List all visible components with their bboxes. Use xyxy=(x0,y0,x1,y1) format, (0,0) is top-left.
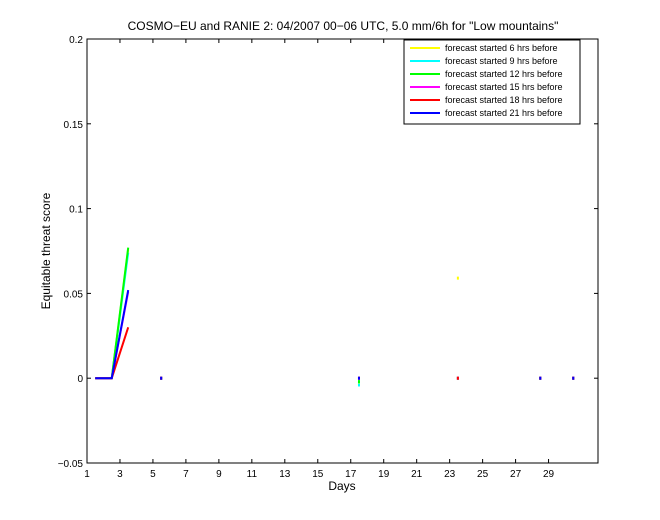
x-tick-label: 7 xyxy=(183,469,189,480)
legend-label: forecast started 6 hrs before xyxy=(445,43,558,53)
y-tick-label: 0 xyxy=(77,374,83,385)
legend-label: forecast started 18 hrs before xyxy=(445,95,563,105)
chart-title: COSMO−EU and RANIE 2: 04/2007 00−06 UTC,… xyxy=(128,19,559,33)
y-tick-label: 0.2 xyxy=(69,35,83,46)
x-tick-label: 9 xyxy=(216,469,222,480)
legend-label: forecast started 15 hrs before xyxy=(445,82,563,92)
x-tick-label: 27 xyxy=(510,469,522,480)
x-tick-label: 29 xyxy=(543,469,555,480)
legend: forecast started 6 hrs before forecast st… xyxy=(403,39,581,125)
series-line xyxy=(95,289,130,380)
y-tick-label: 0.05 xyxy=(64,289,84,300)
y-axis-ticks: −0.05 0 0.05 0.1 0.15 0.2 xyxy=(58,35,598,470)
x-tick-label: 3 xyxy=(117,469,123,480)
x-tick-label: 15 xyxy=(312,469,324,480)
y-axis-label: Equitable threat score xyxy=(39,192,53,309)
x-tick-label: 23 xyxy=(444,469,456,480)
legend-label: forecast started 9 hrs before xyxy=(445,56,558,66)
y-tick-label: 0.15 xyxy=(64,120,84,131)
legend-label: forecast started 21 hrs before xyxy=(445,108,563,118)
x-tick-label: 13 xyxy=(279,469,291,480)
legend-box xyxy=(403,39,581,125)
x-axis-ticks: 1 3 5 7 9 11 13 15 17 19 21 23 25 27 29 xyxy=(84,39,555,480)
x-tick-label: 17 xyxy=(345,469,357,480)
x-tick-label: 11 xyxy=(247,469,258,480)
x-tick-label: 21 xyxy=(411,469,423,480)
y-tick-label: 0.1 xyxy=(69,205,83,216)
x-tick-label: 1 xyxy=(84,469,90,480)
legend-label: forecast started 12 hrs before xyxy=(445,69,563,79)
x-tick-label: 25 xyxy=(477,469,489,480)
x-axis-label: Days xyxy=(328,479,355,493)
x-tick-label: 19 xyxy=(378,469,390,480)
y-tick-label: −0.05 xyxy=(58,459,84,470)
x-tick-label: 5 xyxy=(150,469,156,480)
series-layer xyxy=(95,54,575,387)
